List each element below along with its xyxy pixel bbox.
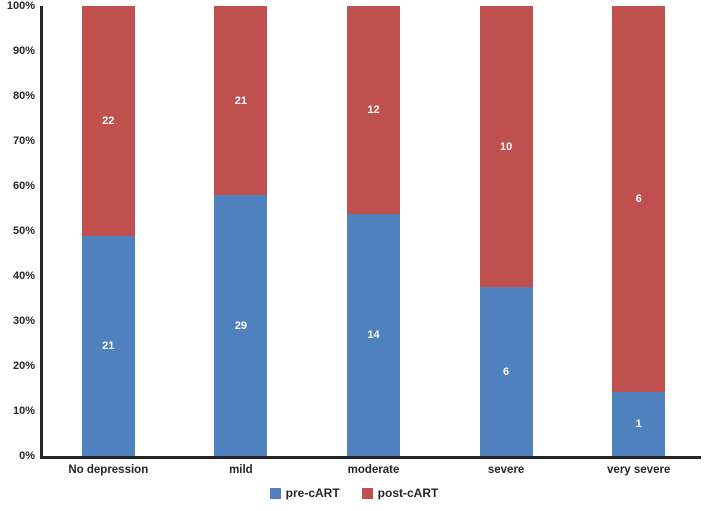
y-tick-label: 10%: [12, 405, 35, 417]
y-tick-label: 40%: [12, 270, 35, 282]
bar-segment-pre-cart: 14: [347, 213, 400, 456]
x-category-label: No depression: [68, 464, 149, 476]
x-category-label: moderate: [347, 464, 400, 476]
y-tick-label: 0%: [19, 450, 35, 462]
y-tick-label: 60%: [12, 180, 35, 192]
x-axis-line: [40, 456, 701, 459]
bar-value-label: 6: [503, 365, 510, 378]
bar-segment-post-cart: 6: [612, 6, 666, 392]
legend-swatch-icon: [269, 487, 281, 499]
legend-label: pre-cART: [285, 486, 340, 500]
bar-value-label: 21: [102, 340, 115, 353]
x-category-label: severe: [487, 464, 525, 476]
x-category-label: mild: [229, 464, 253, 476]
y-tick-label: 90%: [12, 45, 35, 57]
bar-value-label: 10: [499, 140, 513, 153]
bar-segment-post-cart: 12: [347, 6, 400, 214]
bar-segment-pre-cart: 21: [81, 236, 135, 456]
bar-segment-post-cart: 21: [214, 6, 268, 195]
y-tick-label: 80%: [12, 90, 35, 102]
bar-value-label: 29: [234, 319, 248, 332]
legend: pre-cART post-cART: [0, 486, 708, 500]
bar-value-label: 1: [635, 417, 642, 430]
y-tick-label: 100%: [6, 0, 35, 12]
y-axis-line: [40, 6, 43, 458]
bar-value-label: 14: [367, 328, 380, 341]
y-tick-label: 70%: [12, 135, 35, 147]
y-tick-label: 30%: [12, 315, 35, 327]
bar-segment-pre-cart: 1: [612, 391, 666, 456]
x-category-label: very severe: [607, 464, 671, 476]
bar-segment-pre-cart: 29: [214, 195, 268, 456]
bar-segment-post-cart: 10: [479, 6, 533, 288]
bar-segment-pre-cart: 6: [479, 287, 533, 456]
legend-item: pre-cART: [269, 486, 340, 500]
bar-value-label: 21: [234, 94, 248, 107]
y-tick-label: 50%: [12, 225, 35, 237]
bar-value-label: 6: [635, 192, 642, 205]
bar-value-label: 12: [367, 103, 380, 116]
bar-value-label: 22: [102, 115, 115, 128]
legend-swatch-icon: [361, 487, 373, 499]
legend-item: post-cART: [361, 486, 439, 500]
legend-label: post-cART: [377, 486, 439, 500]
y-tick-label: 20%: [12, 360, 35, 372]
bar-segment-post-cart: 22: [81, 6, 135, 237]
